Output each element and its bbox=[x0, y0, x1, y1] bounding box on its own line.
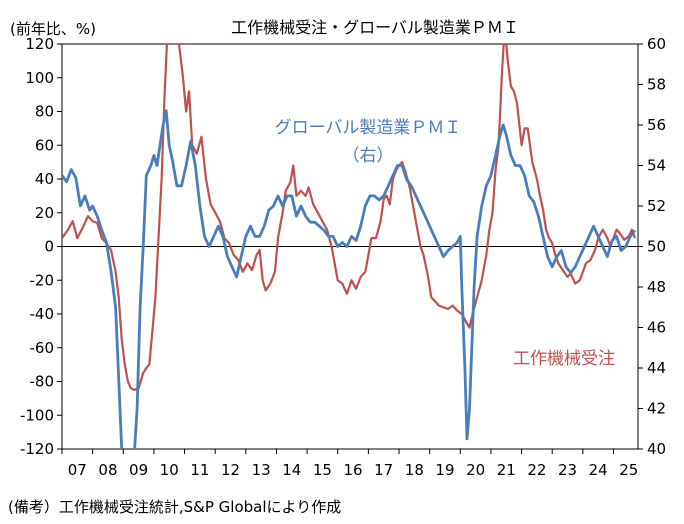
x-tick-label: 16 bbox=[344, 461, 363, 479]
right-tick-label: 44 bbox=[647, 359, 666, 377]
right-tick-label: 40 bbox=[647, 440, 666, 458]
left-tick-label: 80 bbox=[35, 103, 54, 121]
series-line-global-pmi bbox=[62, 109, 637, 449]
x-tick-label: 11 bbox=[190, 461, 209, 479]
left-axis: -120 -100 -80 -60 -40 -20 0 20 40 60 80 100 120 bbox=[20, 35, 62, 458]
right-tick-label: 54 bbox=[647, 157, 666, 175]
right-tick-label: 46 bbox=[647, 319, 666, 337]
left-tick-label: -120 bbox=[20, 440, 54, 458]
left-tick-label: 100 bbox=[25, 69, 54, 87]
right-axis: 40 42 44 46 48 50 52 54 56 58 60 bbox=[638, 35, 666, 458]
x-tick-label: 21 bbox=[497, 461, 516, 479]
left-tick-label: 40 bbox=[35, 170, 54, 188]
right-tick-label: 60 bbox=[647, 35, 666, 53]
series-label-pmi: グローバル製造業ＰＭＩ bbox=[275, 118, 462, 138]
left-tick-label: 0 bbox=[44, 238, 54, 256]
left-tick-label: -100 bbox=[20, 406, 54, 424]
left-tick-label: 20 bbox=[35, 204, 54, 222]
right-tick-label: 42 bbox=[647, 400, 666, 418]
x-axis: 07 08 09 10 11 12 13 14 15 16 17 18 19 20 21 22 23 24 25 bbox=[61, 449, 638, 479]
right-tick-label: 58 bbox=[647, 76, 666, 94]
left-tick-label: -80 bbox=[30, 373, 55, 391]
source-note: (備考）工作機械受注統計,S&P Globalにより作成 bbox=[8, 498, 341, 516]
x-tick-label: 19 bbox=[435, 461, 454, 479]
x-tick-label: 18 bbox=[405, 461, 424, 479]
left-tick-label: 60 bbox=[35, 136, 54, 154]
right-tick-label: 48 bbox=[647, 278, 666, 296]
x-tick-label: 13 bbox=[252, 461, 271, 479]
left-tick-label: -60 bbox=[30, 339, 55, 357]
series-line-machine-tool-orders bbox=[62, 44, 636, 391]
chart-title: 工作機械受注・グローバル製造業ＰＭＩ bbox=[231, 18, 519, 37]
x-tick-label: 24 bbox=[589, 461, 608, 479]
left-tick-label: 120 bbox=[25, 35, 54, 53]
x-tick-label: 20 bbox=[466, 461, 485, 479]
right-tick-label: 52 bbox=[647, 197, 666, 215]
x-tick-label: 10 bbox=[160, 461, 179, 479]
x-tick-label: 12 bbox=[221, 461, 240, 479]
x-tick-label: 15 bbox=[313, 461, 332, 479]
series-label-pmi-right: （右） bbox=[343, 146, 394, 166]
x-tick-label: 22 bbox=[527, 461, 546, 479]
left-tick-label: -40 bbox=[30, 305, 55, 323]
right-tick-label: 50 bbox=[647, 238, 666, 256]
left-tick-label: -20 bbox=[30, 271, 55, 289]
x-tick-label: 23 bbox=[558, 461, 577, 479]
x-tick-label: 14 bbox=[282, 461, 301, 479]
left-axis-unit: (前年比、%) bbox=[10, 20, 96, 38]
x-tick-label: 25 bbox=[619, 461, 638, 479]
x-tick-label: 07 bbox=[68, 461, 87, 479]
right-tick-label: 56 bbox=[647, 116, 666, 134]
x-tick-label: 08 bbox=[98, 461, 117, 479]
series-label-orders: 工作機械受注 bbox=[513, 349, 615, 369]
x-tick-label: 17 bbox=[374, 461, 393, 479]
x-tick-label: 09 bbox=[129, 461, 148, 479]
